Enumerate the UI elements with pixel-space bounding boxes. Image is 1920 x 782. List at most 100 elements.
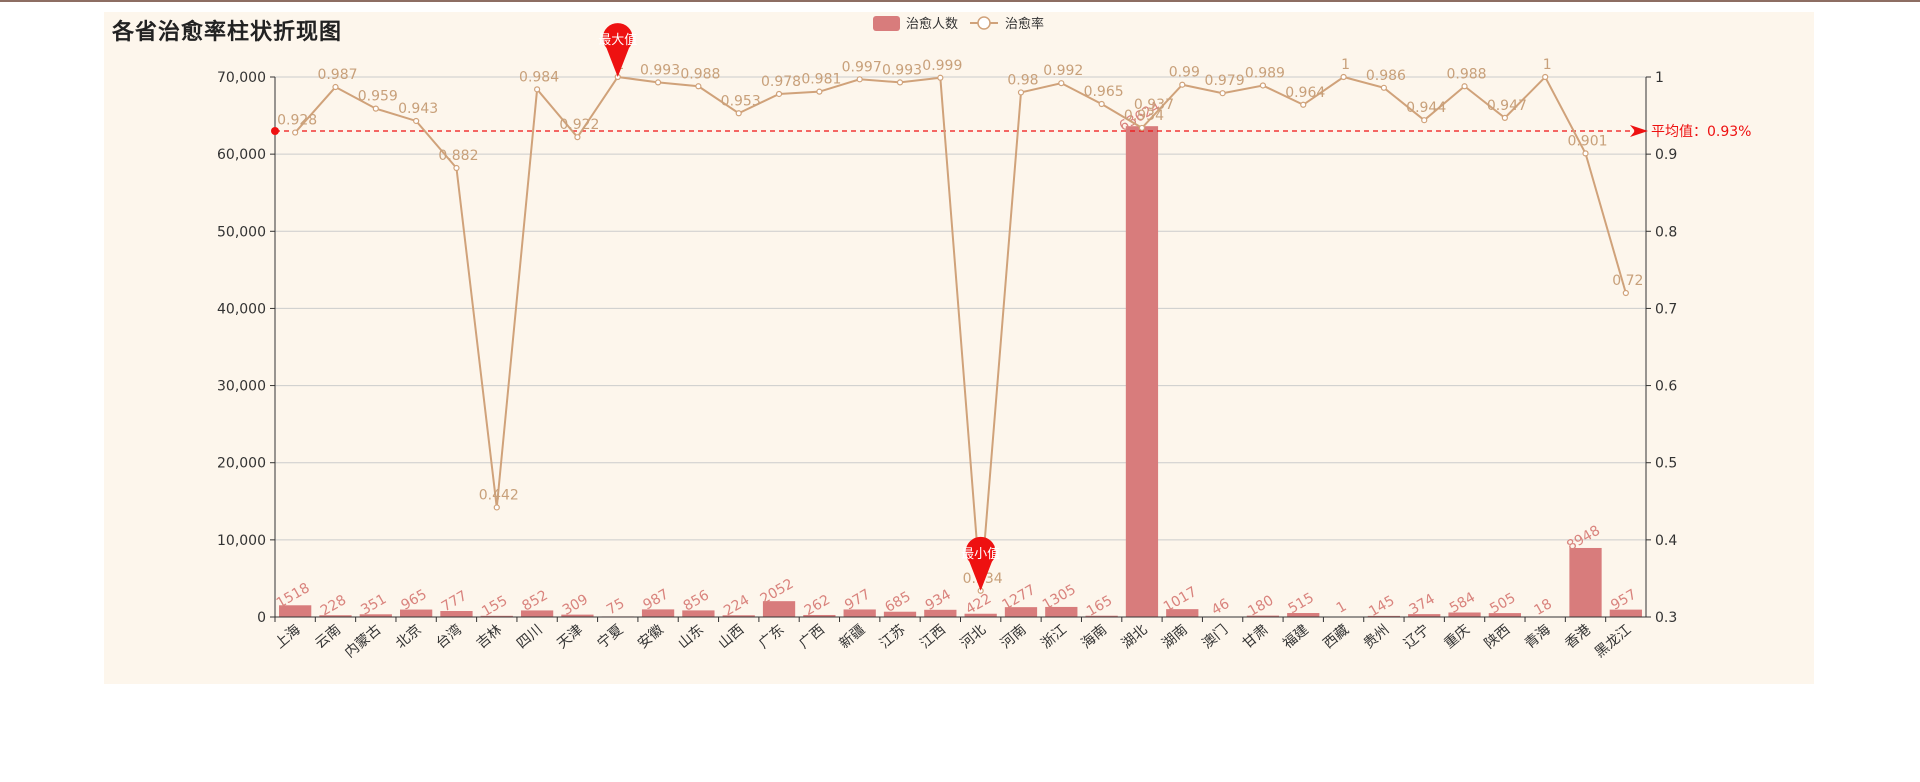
rate-value-label: 0.999 xyxy=(922,58,962,74)
rate-value-label: 0.993 xyxy=(882,62,922,78)
bar xyxy=(400,609,433,617)
right-axis-tick: 0.8 xyxy=(1655,224,1677,240)
top-border xyxy=(0,0,1920,2)
bar xyxy=(561,614,594,617)
rate-point xyxy=(292,129,299,136)
x-axis-category: 河北 xyxy=(957,622,989,652)
rate-value-label: 0.928 xyxy=(277,113,317,129)
chart-panel xyxy=(104,12,1814,684)
bar xyxy=(279,605,312,617)
rate-value-label: 0.988 xyxy=(680,66,720,82)
bar xyxy=(1166,609,1199,617)
average-line-start-dot xyxy=(271,127,279,135)
x-axis-category: 广东 xyxy=(756,622,788,652)
x-axis-category: 新疆 xyxy=(837,622,869,652)
mark-pin xyxy=(965,536,996,591)
bar xyxy=(1287,613,1320,617)
bar xyxy=(803,614,836,617)
mark-label: 最大值 xyxy=(598,32,637,48)
rate-value-label: 0.944 xyxy=(1406,100,1446,116)
rate-value-label: 0.937 xyxy=(1134,97,1174,113)
rate-value-label: 0.953 xyxy=(721,93,761,109)
rate-point xyxy=(654,79,662,86)
rate-value-label: 0.959 xyxy=(358,89,398,105)
x-axis-category: 青海 xyxy=(1522,622,1554,652)
x-axis-category: 吉林 xyxy=(474,622,506,652)
left-axis: 0 10,000 20,000 30,000 40,000 50,000 60,000 70,… xyxy=(217,70,276,626)
bar-series xyxy=(279,126,1642,618)
rate-value-label: 0.993 xyxy=(640,62,680,78)
rate-point xyxy=(1098,100,1105,108)
rate-value-label: 0.99 xyxy=(1169,65,1200,81)
rate-value-label: 0.987 xyxy=(317,67,357,83)
x-axis-category: 上海 xyxy=(272,622,304,652)
rate-value-label: 0.984 xyxy=(519,69,559,85)
x-axis-category: 黑龙江 xyxy=(1592,622,1634,661)
legend-bar-swatch xyxy=(873,16,900,31)
bar-value-label: 75 xyxy=(604,596,627,619)
x-axis-category: 河南 xyxy=(998,622,1030,652)
left-axis-tick: 20,000 xyxy=(217,456,266,472)
rate-point xyxy=(775,90,783,98)
rate-value-label: 0.901 xyxy=(1567,133,1607,149)
x-axis-category: 甘肃 xyxy=(1240,622,1272,652)
bar-value-label: 1 xyxy=(1334,598,1350,616)
bar xyxy=(924,609,957,617)
chart-title: 各省治愈率柱状折现图 xyxy=(112,19,343,45)
rate-value-label: 0.964 xyxy=(1285,85,1325,101)
rate-point xyxy=(453,164,460,172)
right-axis-tick: 0.5 xyxy=(1655,456,1677,472)
left-axis-tick: 30,000 xyxy=(217,379,266,395)
rate-point xyxy=(816,88,823,95)
rate-point xyxy=(856,76,863,83)
rate-point xyxy=(1380,84,1387,91)
bar xyxy=(722,615,755,617)
bar-value-label: 46 xyxy=(1209,596,1233,619)
bar xyxy=(1609,609,1642,617)
bar xyxy=(480,615,513,617)
bar xyxy=(1367,615,1401,617)
bar xyxy=(440,611,473,617)
bar xyxy=(1045,606,1078,617)
left-axis-tick: 60,000 xyxy=(217,147,266,163)
rate-value-label: 0.978 xyxy=(761,74,801,90)
rate-point xyxy=(1179,81,1186,88)
right-axis-tick: 0.4 xyxy=(1655,533,1677,549)
bar xyxy=(641,609,675,617)
rate-value-label: 0.882 xyxy=(438,148,478,164)
x-axis-category: 福建 xyxy=(1280,622,1312,652)
rate-value-label: 0.442 xyxy=(479,487,519,503)
rate-value-label: 0.943 xyxy=(398,101,438,117)
right-axis-tick: 0.9 xyxy=(1655,147,1677,163)
bar xyxy=(1125,126,1159,618)
x-axis-category: 澳门 xyxy=(1199,622,1231,652)
x-axis-category: 重庆 xyxy=(1441,622,1473,652)
x-axis-category: 山西 xyxy=(716,622,748,652)
x-axis-category: 四川 xyxy=(514,622,546,652)
average-line-label: 平均值：0.93% xyxy=(1651,124,1751,140)
bar xyxy=(1246,615,1280,617)
bar xyxy=(762,601,796,617)
rate-point xyxy=(413,117,420,125)
rate-value-label: 0.979 xyxy=(1205,73,1245,89)
rate-point xyxy=(1622,289,1629,297)
x-axis-categories: 上海 云南内蒙古 北京 台湾 吉林 四川 天津 宁夏 安徽 山东 山西 广东 广西 新疆 江苏 江西 河北 河南浙… xyxy=(272,616,1646,661)
bar xyxy=(682,610,715,617)
rate-point xyxy=(372,105,379,112)
right-axis: 0.3 0.4 0.5 0.6 0.7 0.8 0.9 1 xyxy=(1645,70,1677,626)
rate-point xyxy=(332,83,339,91)
mark-pin xyxy=(602,23,633,77)
rate-point xyxy=(695,83,702,90)
bar xyxy=(883,611,917,617)
rate-value-label: 0.988 xyxy=(1446,66,1486,82)
rate-value-label: 0.72 xyxy=(1612,273,1643,289)
rate-value-label: 0.997 xyxy=(842,59,882,75)
x-axis-category: 宁夏 xyxy=(594,621,626,652)
rate-point xyxy=(1219,90,1226,97)
rate-value-label: 0.981 xyxy=(801,72,841,88)
rate-point xyxy=(896,79,904,86)
rate-point xyxy=(1501,114,1508,121)
rate-value-label: 1 xyxy=(1341,57,1350,73)
left-axis-tick: 10,000 xyxy=(217,533,266,549)
rate-value-label: 0.986 xyxy=(1366,68,1406,84)
